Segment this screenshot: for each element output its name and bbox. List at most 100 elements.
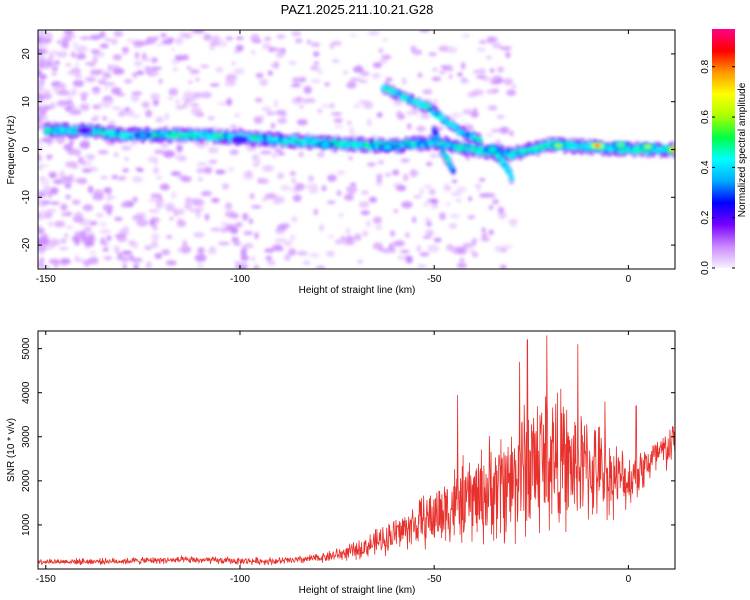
- heatmap-cell: [235, 44, 244, 52]
- heatmap-cell: [468, 249, 474, 253]
- heatmap-cell: [492, 42, 502, 49]
- heatmap-cell: [225, 223, 235, 232]
- heatmap-cell: [350, 77, 361, 81]
- heatmap-cell: [61, 212, 68, 217]
- heatmap-cell: [145, 36, 156, 45]
- heatmap-cell: [264, 36, 272, 42]
- heatmap-cell: [198, 177, 204, 182]
- heatmap-cell: [274, 148, 283, 153]
- heatmap-cell: [359, 70, 370, 77]
- heatmap-cell: [425, 162, 433, 167]
- heatmap-cell: [334, 239, 344, 245]
- heatmap-cell: [165, 260, 177, 266]
- heatmap-cell: [87, 232, 95, 236]
- heatmap-cell: [254, 232, 259, 240]
- heatmap-cell: [79, 91, 90, 97]
- heatmap-cell: [130, 257, 143, 263]
- heatmap-cell: [50, 201, 60, 205]
- heatmap-cell: [169, 217, 174, 221]
- heatmap-cell: [416, 125, 426, 133]
- heatmap-cell: [445, 158, 451, 163]
- heatmap-cell: [275, 50, 285, 59]
- heatmap-cell: [40, 178, 50, 186]
- heatmap-cell: [65, 161, 78, 168]
- heatmap-cell: [126, 38, 135, 44]
- heatmap-cell: [343, 71, 348, 75]
- heatmap-cell: [273, 99, 279, 108]
- heatmap-cell: [141, 52, 147, 60]
- heatmap-cell: [450, 167, 456, 174]
- colorbar-tick-label: 0.0: [700, 261, 711, 275]
- heatmap-cell: [122, 168, 129, 173]
- heatmap-cell: [456, 129, 464, 134]
- snr-x-ticks: -150 -100 -50 0: [36, 331, 632, 585]
- heatmap-cell: [167, 96, 174, 101]
- heatmap-cell: [435, 141, 444, 146]
- heatmap-cell: [476, 185, 482, 192]
- heatmap-cell: [38, 200, 45, 207]
- heatmap-cell: [417, 72, 423, 78]
- heatmap-cell: [217, 101, 229, 106]
- heatmap-cell: [79, 35, 92, 41]
- colorbar-tick-label: 0.2: [700, 210, 711, 224]
- heatmap-cell: [150, 93, 161, 101]
- heatmap-cell: [250, 205, 262, 209]
- heatmap-cell: [490, 80, 502, 85]
- heatmap-cell: [38, 86, 43, 91]
- snr-y-ticks: 1000 2000 3000 4000 5000: [21, 337, 675, 536]
- heatmap-cell: [47, 139, 55, 143]
- y-tick-label: 3000: [21, 425, 32, 448]
- heatmap-cell: [448, 74, 453, 79]
- heatmap-cell: [505, 51, 511, 59]
- heatmap-cell: [378, 47, 384, 54]
- heatmap-cell: [71, 88, 77, 96]
- heatmap-cell: [63, 233, 69, 239]
- heatmap-cell: [298, 151, 304, 158]
- heatmap-cell: [104, 82, 116, 86]
- heatmap-cell: [471, 89, 484, 96]
- heatmap-cell: [462, 242, 472, 249]
- heatmap-cell: [488, 204, 494, 210]
- heatmap-cell: [110, 38, 118, 45]
- heatmap-cell: [215, 134, 225, 139]
- heatmap-cell: [111, 174, 119, 180]
- heatmap-cell: [190, 107, 202, 116]
- heatmap-cell: [259, 150, 272, 155]
- heatmap-cell: [326, 250, 335, 257]
- heatmap-cell: [38, 48, 45, 55]
- heatmap-cell: [241, 261, 246, 268]
- heatmap-cell: [420, 113, 431, 120]
- x-tick-label: 0: [626, 274, 632, 285]
- heatmap-cell: [248, 218, 253, 225]
- heatmap-cell: [44, 265, 51, 269]
- heatmap-cell: [475, 75, 487, 79]
- heatmap-cell: [356, 259, 364, 264]
- heatmap-cell: [271, 152, 279, 159]
- heatmap-cell: [194, 253, 207, 262]
- heatmap-cell: [38, 138, 43, 143]
- heatmap-cell: [125, 107, 130, 112]
- heatmap-cell: [280, 223, 291, 229]
- heatmap-cell: [174, 55, 185, 62]
- heatmap-cell: [158, 78, 163, 85]
- heatmap-cell: [88, 235, 96, 244]
- heatmap-cell: [82, 204, 94, 212]
- heatmap-cell: [485, 55, 492, 60]
- heatmap-cell: [177, 218, 183, 225]
- heatmap-cell: [365, 220, 372, 228]
- heatmap-cell: [220, 227, 228, 233]
- heatmap-cell: [184, 201, 193, 210]
- heatmap-cell: [305, 97, 316, 104]
- heatmap-cell: [110, 87, 122, 95]
- heatmap-cell: [331, 59, 340, 63]
- heatmap-cell: [374, 181, 384, 187]
- heatmap-cell: [200, 92, 210, 98]
- heatmap-cell: [432, 67, 438, 72]
- heatmap-cell: [170, 171, 182, 177]
- heatmap-cell: [94, 69, 105, 74]
- heatmap-cell: [74, 75, 83, 79]
- heatmap-cell: [234, 113, 240, 118]
- heatmap-cell: [468, 196, 473, 202]
- heatmap-cell: [137, 168, 144, 173]
- heatmap-cell: [208, 159, 218, 164]
